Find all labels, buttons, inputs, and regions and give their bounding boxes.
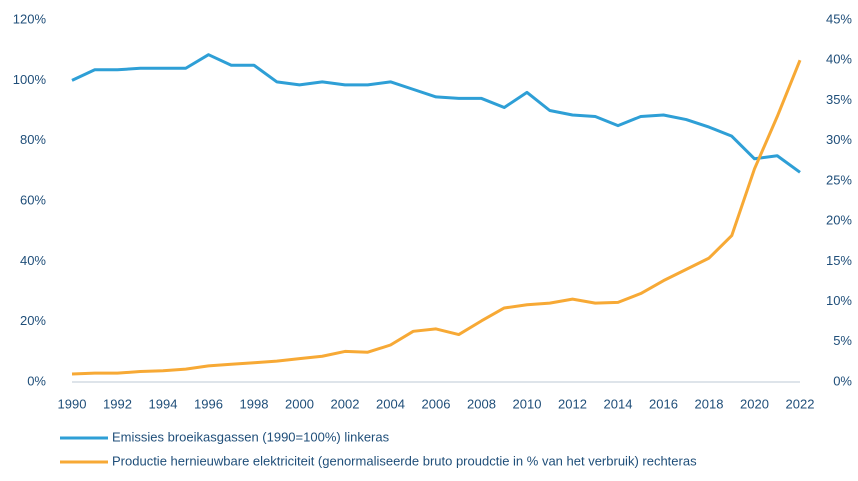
x-tick-label: 2000 bbox=[285, 396, 314, 411]
x-tick-label: 2008 bbox=[467, 396, 496, 411]
x-tick-label: 2010 bbox=[513, 396, 542, 411]
x-tick-label: 2012 bbox=[558, 396, 587, 411]
y2-tick-label: 20% bbox=[826, 213, 852, 228]
y2-tick-label: 5% bbox=[833, 333, 852, 348]
x-tick-label: 2004 bbox=[376, 396, 405, 411]
x-tick-label: 2016 bbox=[649, 396, 678, 411]
y-tick-label: 120% bbox=[13, 11, 47, 26]
y2-tick-label: 10% bbox=[826, 293, 852, 308]
y-tick-label: 40% bbox=[20, 253, 46, 268]
y2-tick-label: 15% bbox=[826, 253, 852, 268]
y-tick-label: 20% bbox=[20, 313, 46, 328]
series-line bbox=[71, 53, 801, 174]
y2-tick-label: 40% bbox=[826, 52, 852, 67]
y-tick-label: 100% bbox=[13, 72, 47, 87]
legend-label: Emissies broeikasgassen (1990=100%) link… bbox=[112, 429, 390, 444]
x-tick-label: 1998 bbox=[240, 396, 269, 411]
y2-tick-label: 30% bbox=[826, 132, 852, 147]
x-tick-label: 1990 bbox=[58, 396, 87, 411]
y2-tick-label: 25% bbox=[826, 172, 852, 187]
y-tick-label: 80% bbox=[20, 132, 46, 147]
y-tick-label: 60% bbox=[20, 192, 46, 207]
x-tick-label: 2018 bbox=[695, 396, 724, 411]
y2-tick-label: 45% bbox=[826, 11, 852, 26]
x-tick-label: 2014 bbox=[604, 396, 633, 411]
series-line bbox=[71, 59, 802, 376]
y-tick-label: 0% bbox=[27, 373, 46, 388]
x-tick-label: 2002 bbox=[331, 396, 360, 411]
x-tick-label: 1992 bbox=[103, 396, 132, 411]
x-tick-label: 2022 bbox=[786, 396, 815, 411]
y2-tick-label: 35% bbox=[826, 92, 852, 107]
x-tick-label: 2006 bbox=[422, 396, 451, 411]
legend-label: Productie hernieuwbare elektriciteit (ge… bbox=[112, 453, 697, 468]
x-tick-label: 2020 bbox=[740, 396, 769, 411]
y2-tick-label: 0% bbox=[833, 373, 852, 388]
x-tick-label: 1994 bbox=[149, 396, 178, 411]
x-tick-label: 1996 bbox=[194, 396, 223, 411]
